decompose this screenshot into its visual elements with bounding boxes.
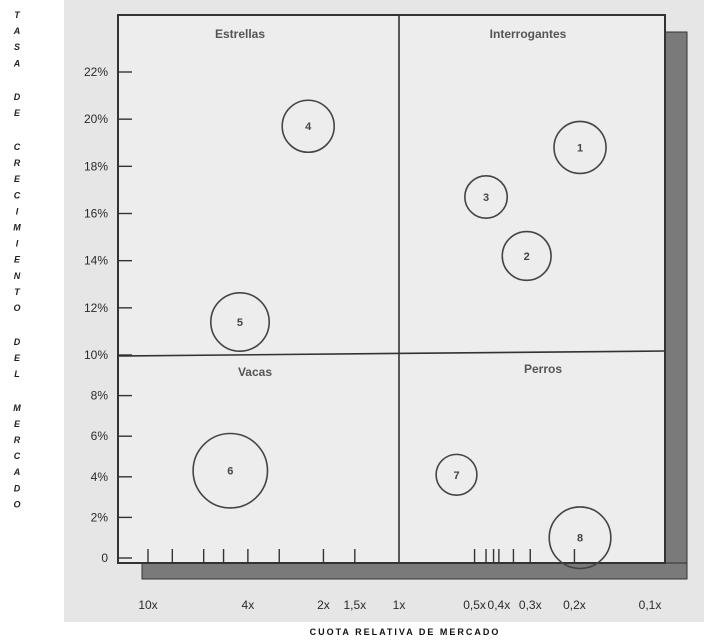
bubble-label: 2 [524,251,530,263]
bubble-label: 4 [305,121,312,133]
y-tick-label: 2% [91,510,109,524]
x-axis-title: CUOTA RELATIVA DE MERCADO [310,627,501,637]
x-axis-minor-ticks [147,549,576,563]
frame-shadow [141,31,688,580]
x-tick-label: 0,5x [463,598,486,612]
x-tick-label: 0,1x [639,598,662,612]
plot-frame [117,14,666,564]
x-tick-label: 0,2x [563,598,586,612]
x-tick-label: 0,4x [488,598,511,612]
bubble [281,99,336,154]
y-tick-label: 6% [91,429,109,443]
y-tick-label: 0 [101,551,108,565]
bubble [464,174,509,219]
y-tick-label: 22% [84,65,108,79]
bubble [548,506,612,570]
bubble [435,453,478,496]
bubble [501,230,552,282]
bubble [192,432,269,509]
bubble-label: 5 [237,317,243,329]
x-tick-label: 1,5x [343,598,366,612]
bubble-label: 6 [227,466,233,478]
x-tick-label: 0,3x [519,598,542,612]
quadrant-labels: Estrellas Interrogantes Vacas Perros [215,27,567,379]
y-tick-label: 14% [84,254,108,268]
quadrant-label: Perros [524,362,562,376]
y-axis-title: T A S A D E C R E C I M I E N T O D E L M E R C A D O [13,10,22,509]
quadrant-label: Vacas [238,365,272,379]
bubble [209,291,270,352]
x-tick-label: 2x [317,598,330,612]
bubble-label: 3 [483,192,489,204]
bubble-label: 8 [577,533,583,545]
y-tick-label: 18% [84,159,108,173]
frame-shadow-bottom [141,562,688,580]
y-tick-label: 16% [84,207,108,221]
y-tick-label: 20% [84,112,108,126]
quadrant-label: Interrogantes [490,27,567,41]
y-axis-ticks: 0 2% 4% 6% 8% 10% 12% 14% 16% 18% 20% 22% [84,65,132,565]
x-axis-tick-labels: 10x 4x 2x 1,5x 1x 0,5x 0,4x 0,3x 0,2x 0,1x [138,598,661,612]
y-tick-label: 4% [91,470,109,484]
quadrant-dividers [117,15,666,563]
divider-horizontal [117,350,666,357]
y-tick-label: 12% [84,301,108,315]
bubble-label: 1 [577,142,583,154]
bubbles: 1 2 3 4 5 6 7 8 [192,99,612,570]
bubble-label: 7 [453,470,459,482]
x-tick-label: 1x [393,598,406,612]
x-tick-label: 10x [138,598,157,612]
y-tick-label: 10% [84,348,108,362]
y-tick-label: 8% [91,389,109,403]
frame-shadow-right [664,31,688,579]
quadrant-label: Estrellas [215,27,265,41]
x-tick-label: 4x [242,598,255,612]
bubble [553,120,607,175]
